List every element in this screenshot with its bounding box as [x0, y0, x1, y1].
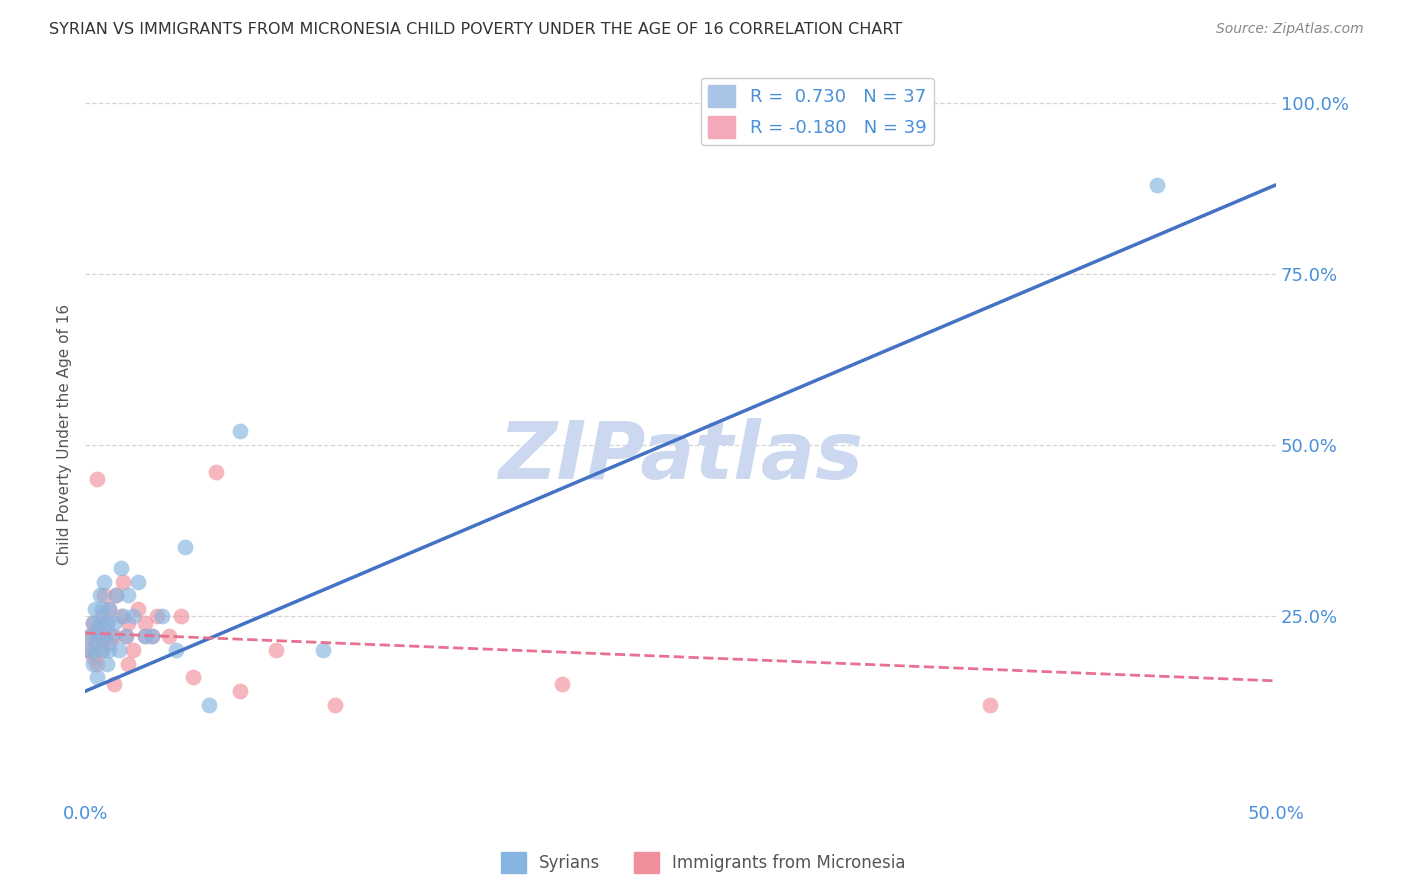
- Point: [112, 574, 135, 589]
- Point: [93, 629, 115, 643]
- Point: [122, 608, 145, 623]
- Point: [76, 643, 98, 657]
- Point: [205, 465, 228, 479]
- Point: [110, 608, 132, 623]
- Point: [157, 629, 180, 643]
- Point: [98, 602, 121, 616]
- Point: [86, 657, 108, 671]
- Point: [181, 670, 204, 684]
- Point: [89, 588, 111, 602]
- Point: [96, 615, 118, 630]
- Point: [117, 588, 139, 602]
- Point: [169, 608, 191, 623]
- Point: [117, 615, 139, 630]
- Point: [96, 615, 118, 630]
- Point: [115, 629, 138, 643]
- Point: [86, 472, 108, 486]
- Point: [229, 684, 252, 698]
- Point: [98, 643, 121, 657]
- Point: [134, 629, 156, 643]
- Point: [105, 588, 128, 602]
- Legend: Syrians, Immigrants from Micronesia: Syrians, Immigrants from Micronesia: [494, 846, 912, 880]
- Point: [93, 588, 115, 602]
- Point: [150, 608, 173, 623]
- Point: [93, 574, 115, 589]
- Point: [86, 670, 108, 684]
- Point: [91, 608, 114, 623]
- Point: [89, 629, 111, 643]
- Text: Source: ZipAtlas.com: Source: ZipAtlas.com: [1216, 22, 1364, 37]
- Point: [76, 643, 98, 657]
- Text: SYRIAN VS IMMIGRANTS FROM MICRONESIA CHILD POVERTY UNDER THE AGE OF 16 CORRELATI: SYRIAN VS IMMIGRANTS FROM MICRONESIA CHI…: [49, 22, 903, 37]
- Point: [979, 698, 1001, 712]
- Point: [82, 649, 104, 664]
- Point: [96, 657, 118, 671]
- Point: [98, 636, 121, 650]
- Point: [86, 623, 108, 637]
- Point: [141, 629, 163, 643]
- Point: [86, 629, 108, 643]
- Point: [83, 643, 105, 657]
- Point: [127, 602, 149, 616]
- Point: [122, 643, 145, 657]
- Point: [117, 657, 139, 671]
- Legend: R =  0.730   N = 37, R = -0.180   N = 39: R = 0.730 N = 37, R = -0.180 N = 39: [700, 78, 934, 145]
- Point: [79, 629, 101, 643]
- Point: [100, 629, 122, 643]
- Point: [1146, 178, 1168, 192]
- Point: [198, 698, 221, 712]
- Point: [146, 608, 169, 623]
- Point: [134, 629, 156, 643]
- Y-axis label: Child Poverty Under the Age of 16: Child Poverty Under the Age of 16: [58, 304, 72, 566]
- Point: [93, 629, 115, 643]
- Point: [103, 677, 125, 691]
- Point: [115, 629, 138, 643]
- Point: [82, 657, 104, 671]
- Point: [325, 698, 347, 712]
- Point: [550, 677, 572, 691]
- Point: [107, 643, 129, 657]
- Point: [91, 602, 114, 616]
- Point: [83, 602, 105, 616]
- Point: [110, 561, 132, 575]
- Point: [105, 588, 128, 602]
- Point: [229, 424, 252, 438]
- Point: [103, 629, 125, 643]
- Point: [165, 643, 187, 657]
- Point: [82, 615, 104, 630]
- Point: [174, 541, 197, 555]
- Point: [112, 608, 135, 623]
- Point: [141, 629, 163, 643]
- Point: [91, 643, 114, 657]
- Text: ZIPatlas: ZIPatlas: [498, 417, 863, 496]
- Point: [127, 574, 149, 589]
- Point: [264, 643, 287, 657]
- Point: [83, 636, 105, 650]
- Point: [91, 643, 114, 657]
- Point: [82, 615, 104, 630]
- Point: [79, 629, 101, 643]
- Point: [98, 602, 121, 616]
- Point: [312, 643, 335, 657]
- Point: [89, 615, 111, 630]
- Point: [134, 615, 156, 630]
- Point: [103, 615, 125, 630]
